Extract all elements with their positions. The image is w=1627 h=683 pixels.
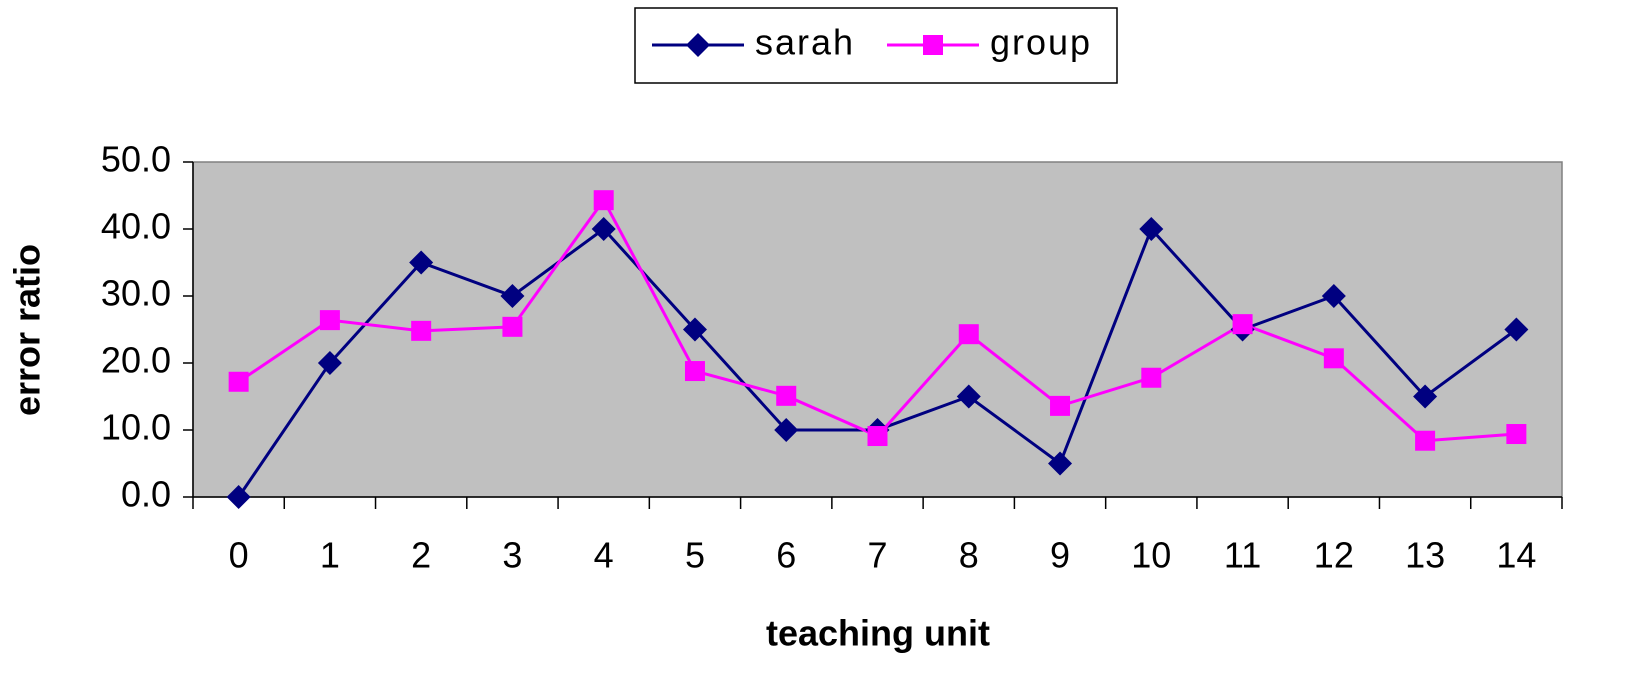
marker [317, 351, 342, 375]
marker [1048, 451, 1073, 476]
y-tick-label: 20.0 [101, 340, 171, 381]
x-tick-label: 2 [411, 535, 431, 576]
marker [1415, 430, 1436, 451]
marker [684, 361, 705, 382]
marker [1141, 367, 1162, 388]
marker [502, 316, 523, 337]
y-tick-label: 50.0 [101, 139, 171, 180]
marker [593, 190, 614, 211]
legend-marker [686, 33, 710, 57]
x-axis-title: teaching unit [766, 613, 990, 654]
marker [958, 324, 979, 345]
x-tick-label: 10 [1131, 535, 1171, 576]
marker [1323, 348, 1344, 369]
x-tick-label: 9 [1050, 535, 1070, 576]
marker [319, 310, 340, 331]
marker [1232, 314, 1253, 335]
marker [1506, 424, 1527, 445]
marker [1504, 317, 1529, 342]
y-tick-label: 10.0 [101, 407, 171, 448]
y-axis-title: error ratio [7, 244, 48, 416]
marker [411, 320, 432, 341]
x-tick-label: 6 [776, 535, 796, 576]
y-tick-label: 0.0 [121, 474, 171, 515]
marker [1050, 395, 1071, 416]
marker [1413, 384, 1438, 409]
marker [774, 418, 799, 442]
x-tick-label: 14 [1496, 535, 1536, 576]
legend-label: sarah [755, 22, 855, 63]
x-tick-label: 7 [867, 535, 887, 576]
marker [409, 250, 434, 275]
marker [1321, 284, 1346, 308]
x-tick-label: 1 [320, 535, 340, 576]
legend-label: group [990, 22, 1092, 63]
marker [1139, 217, 1164, 241]
marker [682, 317, 707, 342]
x-tick-label: 12 [1314, 535, 1354, 576]
x-tick-label: 0 [229, 535, 249, 576]
x-tick-label: 4 [594, 535, 614, 576]
y-tick-label: 30.0 [101, 273, 171, 314]
marker [956, 384, 981, 409]
marker [867, 426, 888, 447]
marker [226, 485, 251, 509]
x-tick-label: 11 [1224, 535, 1261, 576]
marker [591, 217, 616, 241]
x-tick-label: 3 [502, 535, 522, 576]
x-tick-label: 13 [1405, 535, 1445, 576]
y-tick-label: 40.0 [101, 206, 171, 247]
x-tick-label: 8 [959, 535, 979, 576]
legend-marker [923, 35, 943, 55]
marker [228, 371, 249, 392]
x-tick-label: 5 [685, 535, 705, 576]
marker [776, 385, 797, 406]
marker [500, 284, 525, 308]
